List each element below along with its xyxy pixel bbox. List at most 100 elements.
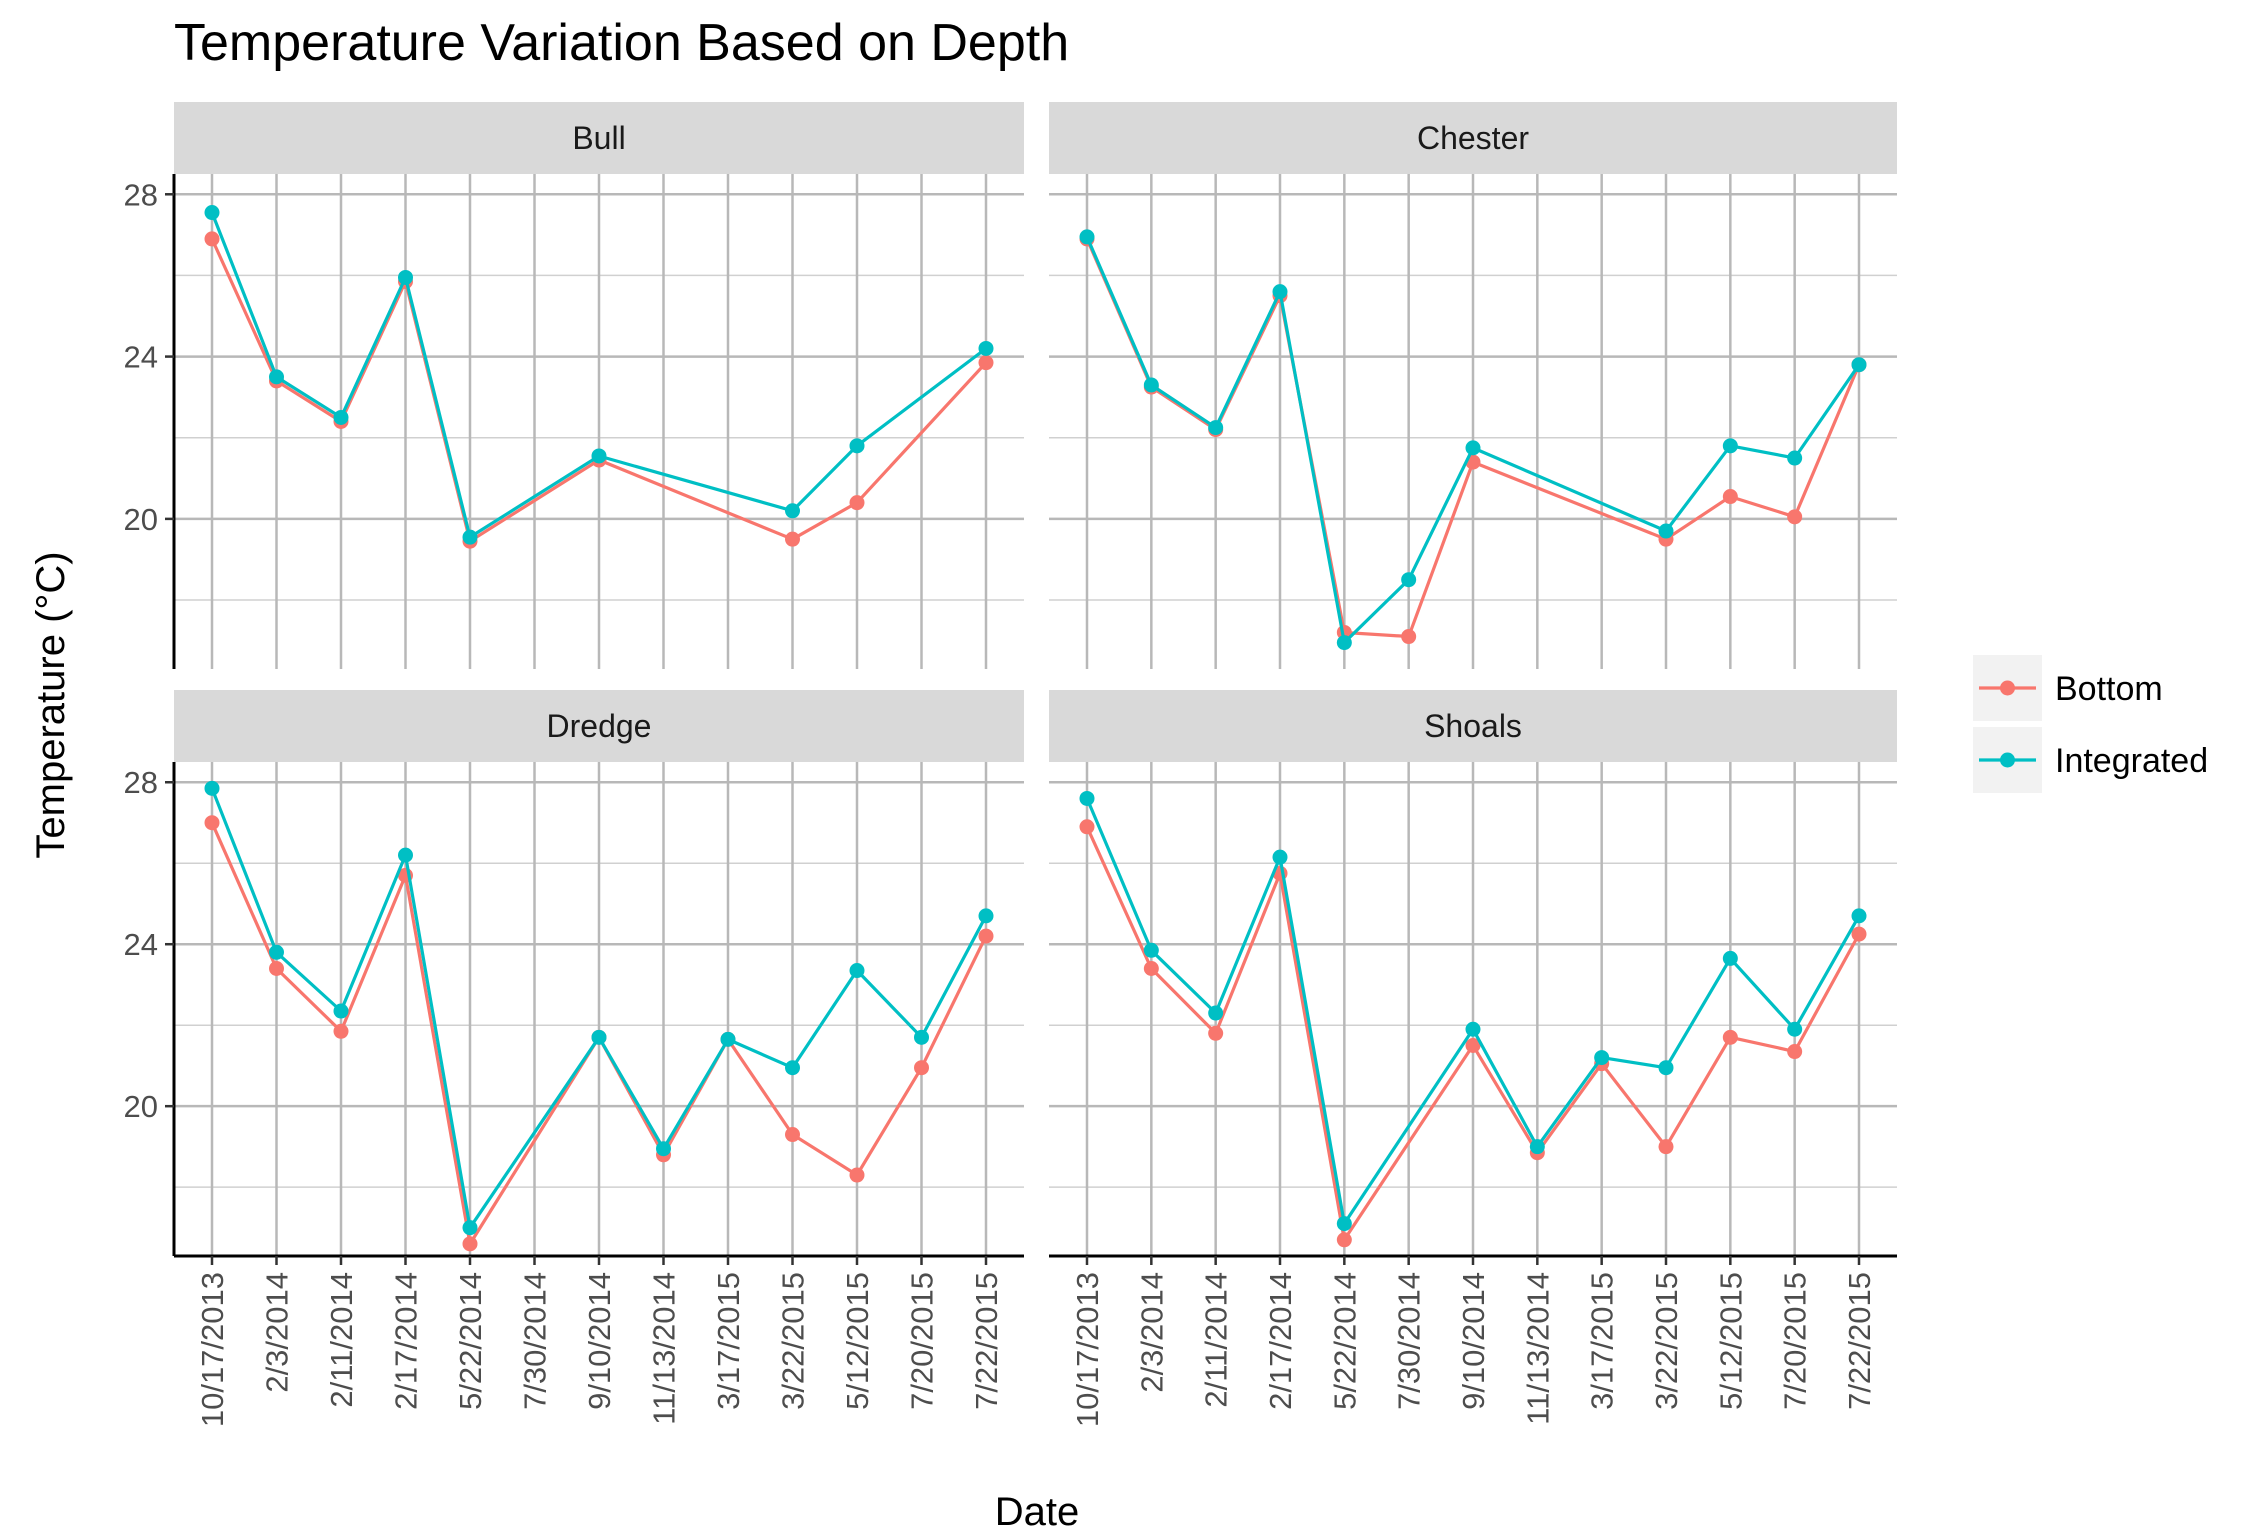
panel-dredge: Dredge 20 24 28 10/17/2013 2/3/2014 2/11/2014 2…	[124, 690, 1024, 1427]
series-line-shoals-bottom	[1085, 826, 1861, 1242]
panel-shoals: Shoals 10/17/2013 2/3/2014 2/11/2014 2/17/20…	[1049, 690, 1897, 1427]
data-point-chester-bottom	[1787, 509, 1803, 525]
strip-bull	[174, 102, 1024, 174]
x-tick-label: 11/13/2014	[1520, 1272, 1555, 1425]
legend-entry-integrated: Integrated	[1973, 727, 2208, 793]
x-tick-label: 2/3/2014	[260, 1272, 295, 1393]
legend-label-bottom: Bottom	[2055, 670, 2163, 708]
data-point-shoals-bottom	[1143, 961, 1159, 977]
data-point-chester-integrated	[1336, 635, 1352, 651]
data-point-bull-integrated	[398, 269, 413, 285]
x-tick-label: 9/10/2014	[1456, 1272, 1491, 1410]
data-point-bull-bottom	[978, 355, 994, 371]
data-point-shoals-bottom	[1079, 819, 1095, 835]
strip-label-bull: Bull	[572, 120, 625, 156]
y-tick-label: 28	[124, 177, 158, 212]
data-point-shoals-bottom	[1658, 1139, 1674, 1155]
data-point-bull-integrated	[462, 529, 478, 545]
data-point-shoals-bottom	[1851, 926, 1867, 942]
data-point-bull-integrated	[591, 448, 607, 464]
data-point-chester-bottom	[1722, 489, 1738, 505]
data-point-shoals-integrated	[1208, 1005, 1224, 1021]
data-point-shoals-bottom	[1336, 1232, 1352, 1248]
data-point-dredge-integrated	[785, 1060, 800, 1076]
chart-title: Temperature Variation Based on Depth	[174, 14, 1069, 72]
data-point-shoals-bottom	[1465, 1037, 1481, 1053]
data-point-dredge-bottom	[269, 961, 284, 977]
x-tick-label: 5/12/2015	[1713, 1272, 1748, 1410]
x-tick-label: 10/17/2013	[1070, 1272, 1105, 1427]
x-tick-label: 2/11/2014	[324, 1272, 359, 1408]
x-tick-label: 5/12/2015	[840, 1272, 875, 1410]
data-point-dredge-bottom	[914, 1060, 929, 1076]
data-point-dredge-bottom	[333, 1023, 349, 1039]
x-axis-title: Date	[995, 1490, 1080, 1534]
data-point-chester-integrated	[1465, 440, 1481, 456]
strip-shoals	[1049, 690, 1897, 762]
data-point-dredge-integrated	[978, 908, 994, 924]
data-point-bull-integrated	[978, 340, 994, 356]
x-tick-label: 5/22/2014	[1327, 1272, 1362, 1410]
legend-entry-bottom: Bottom	[1973, 655, 2163, 721]
data-point-bull-integrated	[785, 503, 800, 519]
data-point-shoals-integrated	[1079, 790, 1095, 806]
data-point-chester-integrated	[1401, 572, 1417, 588]
data-point-bull-integrated	[204, 205, 220, 221]
data-point-dredge-bottom	[462, 1236, 478, 1252]
data-point-bull-bottom	[204, 231, 220, 247]
y-tick-label: 24	[124, 340, 158, 375]
x-tick-label: 7/30/2014	[518, 1272, 553, 1410]
x-tick-label: 5/22/2014	[453, 1272, 488, 1410]
data-point-dredge-integrated	[914, 1029, 929, 1045]
data-point-dredge-integrated	[849, 963, 865, 979]
data-point-dredge-bottom	[849, 1167, 865, 1183]
facet-panels: Bull 20 24 28 Chester Dredge 20 24 28 10/17/2013 2…	[124, 102, 1897, 1427]
data-point-chester-integrated	[1851, 357, 1867, 373]
panel-bull: Bull 20 24 28	[124, 102, 1024, 669]
data-point-shoals-integrated	[1722, 950, 1738, 966]
data-point-shoals-integrated	[1336, 1216, 1352, 1232]
data-point-chester-integrated	[1079, 229, 1095, 245]
y-tick-label: 20	[124, 1089, 158, 1124]
data-point-dredge-bottom	[204, 815, 220, 831]
series-line-shoals-integrated	[1085, 797, 1861, 1226]
data-point-shoals-bottom	[1787, 1044, 1803, 1060]
strip-label-shoals: Shoals	[1424, 708, 1522, 744]
data-point-shoals-integrated	[1851, 908, 1867, 924]
data-point-chester-integrated	[1658, 523, 1674, 539]
data-point-dredge-bottom	[785, 1127, 800, 1143]
data-point-shoals-integrated	[1272, 849, 1288, 865]
x-tick-label: 2/11/2014	[1199, 1272, 1234, 1408]
x-tick-label: 2/17/2014	[389, 1272, 424, 1410]
legend-label-integrated: Integrated	[2055, 742, 2208, 780]
data-point-shoals-integrated	[1529, 1139, 1545, 1155]
x-tick-label: 7/30/2014	[1392, 1272, 1427, 1410]
x-tick-label: 3/17/2015	[711, 1272, 746, 1410]
panel-chester: Chester	[1049, 102, 1897, 669]
y-tick-label: 28	[124, 765, 158, 800]
data-point-dredge-integrated	[398, 847, 413, 863]
legend-point-bottom	[2000, 680, 2015, 696]
x-tick-label: 9/10/2014	[582, 1272, 617, 1410]
x-tick-label: 2/17/2014	[1263, 1272, 1298, 1410]
data-point-shoals-integrated	[1787, 1021, 1803, 1037]
strip-label-chester: Chester	[1417, 120, 1529, 156]
data-point-chester-integrated	[1722, 438, 1738, 454]
data-point-shoals-integrated	[1143, 942, 1159, 958]
data-point-bull-integrated	[269, 369, 284, 385]
data-point-shoals-integrated	[1594, 1050, 1610, 1066]
data-point-shoals-bottom	[1208, 1025, 1224, 1041]
x-tick-label: 7/22/2015	[1842, 1272, 1877, 1410]
legend-point-integrated	[2000, 752, 2015, 768]
y-axis-title: Temperature (°C)	[29, 551, 73, 858]
data-point-dredge-integrated	[269, 944, 284, 960]
x-tick-label: 3/17/2015	[1585, 1272, 1620, 1410]
data-point-chester-bottom	[1401, 629, 1417, 645]
y-tick-label: 20	[124, 502, 158, 537]
data-point-bull-integrated	[333, 409, 349, 425]
data-point-chester-integrated	[1208, 420, 1224, 436]
x-tick-label: 7/20/2015	[1778, 1272, 1813, 1410]
series-line-dredge-integrated	[210, 787, 988, 1230]
